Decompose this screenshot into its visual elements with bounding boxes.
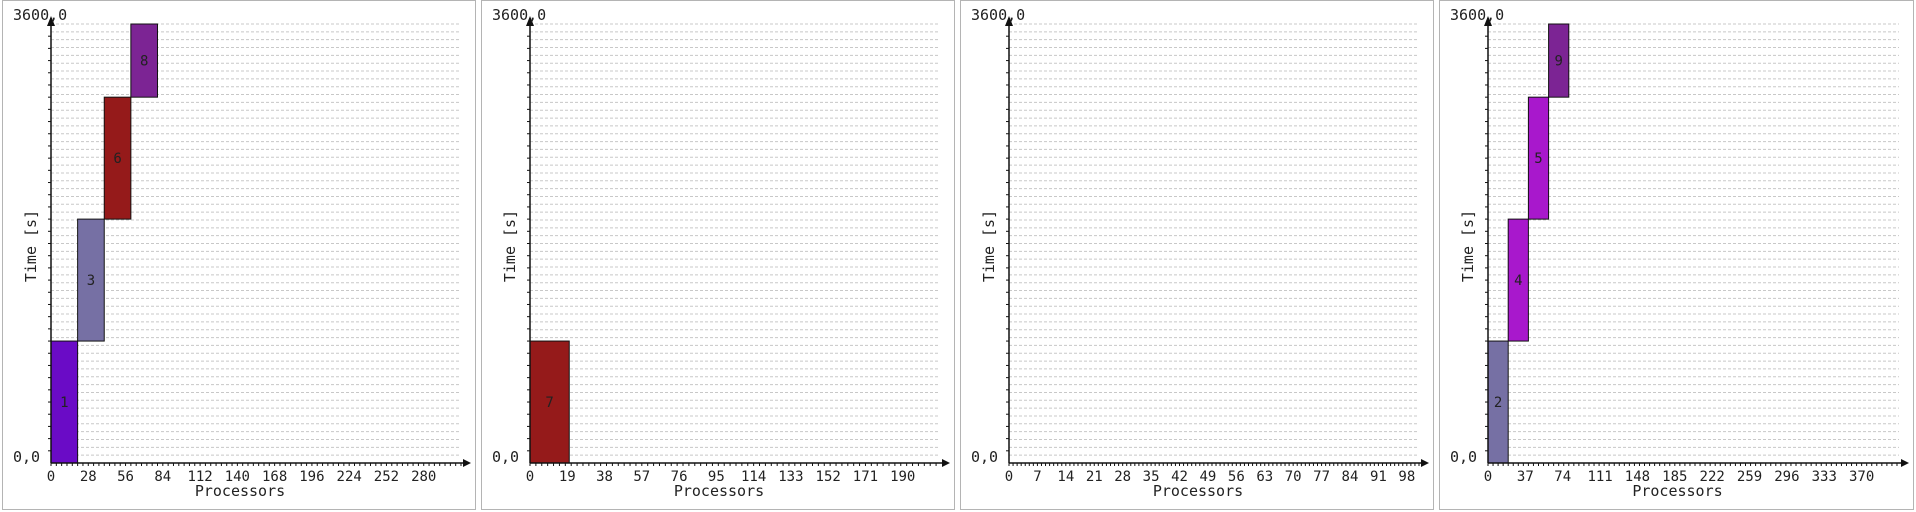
- x-tick-label: 42: [1171, 469, 1188, 485]
- x-tick-label: 57: [633, 469, 650, 485]
- x-tick-label: 91: [1370, 469, 1387, 485]
- x-tick-label: 84: [154, 469, 171, 485]
- job-block-4: [1507, 218, 1529, 342]
- x-tick-label: 296: [1774, 469, 1799, 485]
- x-axis-arrow: [463, 459, 471, 467]
- job-block-5: [1527, 96, 1550, 220]
- x-tick-label: 114: [741, 469, 766, 485]
- x-axis-arrow: [1421, 459, 1429, 467]
- x-tick-label: 28: [1114, 469, 1131, 485]
- grid: [1009, 23, 1419, 456]
- x-tick-label: 0: [1484, 469, 1492, 485]
- y-axis-title: Time [s]: [501, 210, 519, 282]
- x-tick-label: 84: [1342, 469, 1359, 485]
- x-tick-label: 7: [1033, 469, 1041, 485]
- y-axis-title: Time [s]: [980, 210, 998, 282]
- y-axis-title: Time [s]: [22, 210, 40, 282]
- x-tick-label: 259: [1737, 469, 1762, 485]
- y-top-label: 3600,0: [971, 6, 1025, 24]
- x-tick-label: 98: [1398, 469, 1415, 485]
- chart-svg: 1 3 6 8 0 28 56 84 112 140 168 196 224 252 280 3600,0 0,…: [13, 6, 471, 500]
- y-origin-label: 0,0: [1450, 448, 1477, 466]
- x-tick-label: 196: [299, 469, 324, 485]
- x-tick-label: 14: [1057, 469, 1074, 485]
- x-tick-label: 140: [225, 469, 250, 485]
- x-tick-label: 190: [890, 469, 915, 485]
- chart-panel-4: 2 4 5 9 0 37 74 111 148 185 222 259 296 333 370 3600,0 0…: [1439, 0, 1914, 510]
- chart-panel-2: 7 0 19 38 57 76 95 114 133 152 171 190 3600,0 0,0 Proc…: [481, 0, 955, 510]
- x-axis-title: Processors: [1632, 482, 1722, 500]
- x-tick-label: 370: [1849, 469, 1874, 485]
- y-axis-title: Time [s]: [1459, 210, 1477, 282]
- x-tick-label: 49: [1199, 469, 1216, 485]
- x-axis-title: Processors: [195, 482, 285, 500]
- job-block-9: [1548, 23, 1570, 98]
- job-label-6: 6: [113, 151, 121, 167]
- job-label-9: 9: [1554, 54, 1562, 70]
- job-label-1: 1: [60, 395, 68, 411]
- job-block-1: [50, 340, 79, 464]
- job-label-2: 2: [1494, 395, 1502, 411]
- x-tick-label: 185: [1662, 469, 1687, 485]
- y-top-label: 3600,0: [492, 6, 546, 24]
- x-tick-label: 19: [559, 469, 576, 485]
- x-tick-label: 70: [1285, 469, 1302, 485]
- x-axis-title: Processors: [1153, 482, 1243, 500]
- x-tick-label: 28: [80, 469, 97, 485]
- x-tick-label: 56: [1228, 469, 1245, 485]
- x-tick-label: 35: [1143, 469, 1160, 485]
- y-origin-label: 0,0: [492, 448, 519, 466]
- x-tick-label: 152: [816, 469, 841, 485]
- x-tick-label: 148: [1625, 469, 1650, 485]
- x-tick-label: 0: [1005, 469, 1013, 485]
- job-block-6: [103, 96, 132, 220]
- job-label-7: 7: [545, 395, 553, 411]
- y-origin-label: 0,0: [13, 448, 40, 466]
- x-tick-label: 56: [117, 469, 134, 485]
- grid: [530, 23, 940, 456]
- job-label-4: 4: [1514, 273, 1522, 289]
- x-tick-label: 112: [187, 469, 212, 485]
- chart-panel-1: 1 3 6 8 0 28 56 84 112 140 168 196 224 252 280 3600,0 0,…: [2, 0, 476, 510]
- job-block-7: [529, 340, 570, 464]
- job-label-8: 8: [140, 54, 148, 70]
- x-tick-label: 111: [1587, 469, 1612, 485]
- chart-svg: 7 0 19 38 57 76 95 114 133 152 171 190 3600,0 0,0 Proc…: [492, 6, 950, 500]
- job-block-3: [77, 218, 105, 342]
- x-tick-label: 0: [526, 469, 534, 485]
- x-tick-label: 38: [596, 469, 613, 485]
- chart-panel-3: 0 7 14 21 28 35 42 49 56 63 70 77 84 91 98 3600,0 0,0 Pro…: [960, 0, 1434, 510]
- x-tick-label: 37: [1517, 469, 1534, 485]
- job-label-5: 5: [1534, 151, 1542, 167]
- x-tick-label: 168: [262, 469, 287, 485]
- x-tick-label: 76: [671, 469, 688, 485]
- x-tick-label: 224: [337, 469, 362, 485]
- chart-svg: 0 7 14 21 28 35 42 49 56 63 70 77 84 91 98 3600,0 0,0 Pro…: [971, 6, 1429, 500]
- grid: [1488, 23, 1899, 456]
- chart-svg: 2 4 5 9 0 37 74 111 148 185 222 259 296 333 370 3600,0 0…: [1450, 6, 1909, 500]
- x-tick-label: 222: [1700, 469, 1725, 485]
- y-origin-label: 0,0: [971, 448, 998, 466]
- y-top-label: 3600,0: [1450, 6, 1504, 24]
- x-tick-label: 21: [1086, 469, 1103, 485]
- x-tick-label: 333: [1812, 469, 1837, 485]
- x-tick-label: 95: [708, 469, 725, 485]
- x-tick-label: 280: [411, 469, 436, 485]
- x-tick-label: 0: [47, 469, 55, 485]
- x-tick-label: 63: [1256, 469, 1273, 485]
- x-tick-label: 77: [1313, 469, 1330, 485]
- y-top-label: 3600,0: [13, 6, 67, 24]
- grid: [51, 23, 461, 456]
- x-tick-label: 133: [778, 469, 803, 485]
- x-axis-arrow: [1901, 459, 1909, 467]
- x-axis-arrow: [942, 459, 950, 467]
- x-tick-label: 252: [374, 469, 399, 485]
- job-label-3: 3: [87, 273, 95, 289]
- job-block-8: [130, 23, 158, 98]
- x-axis-title: Processors: [674, 482, 764, 500]
- x-tick-label: 74: [1554, 469, 1571, 485]
- x-tick-label: 171: [853, 469, 878, 485]
